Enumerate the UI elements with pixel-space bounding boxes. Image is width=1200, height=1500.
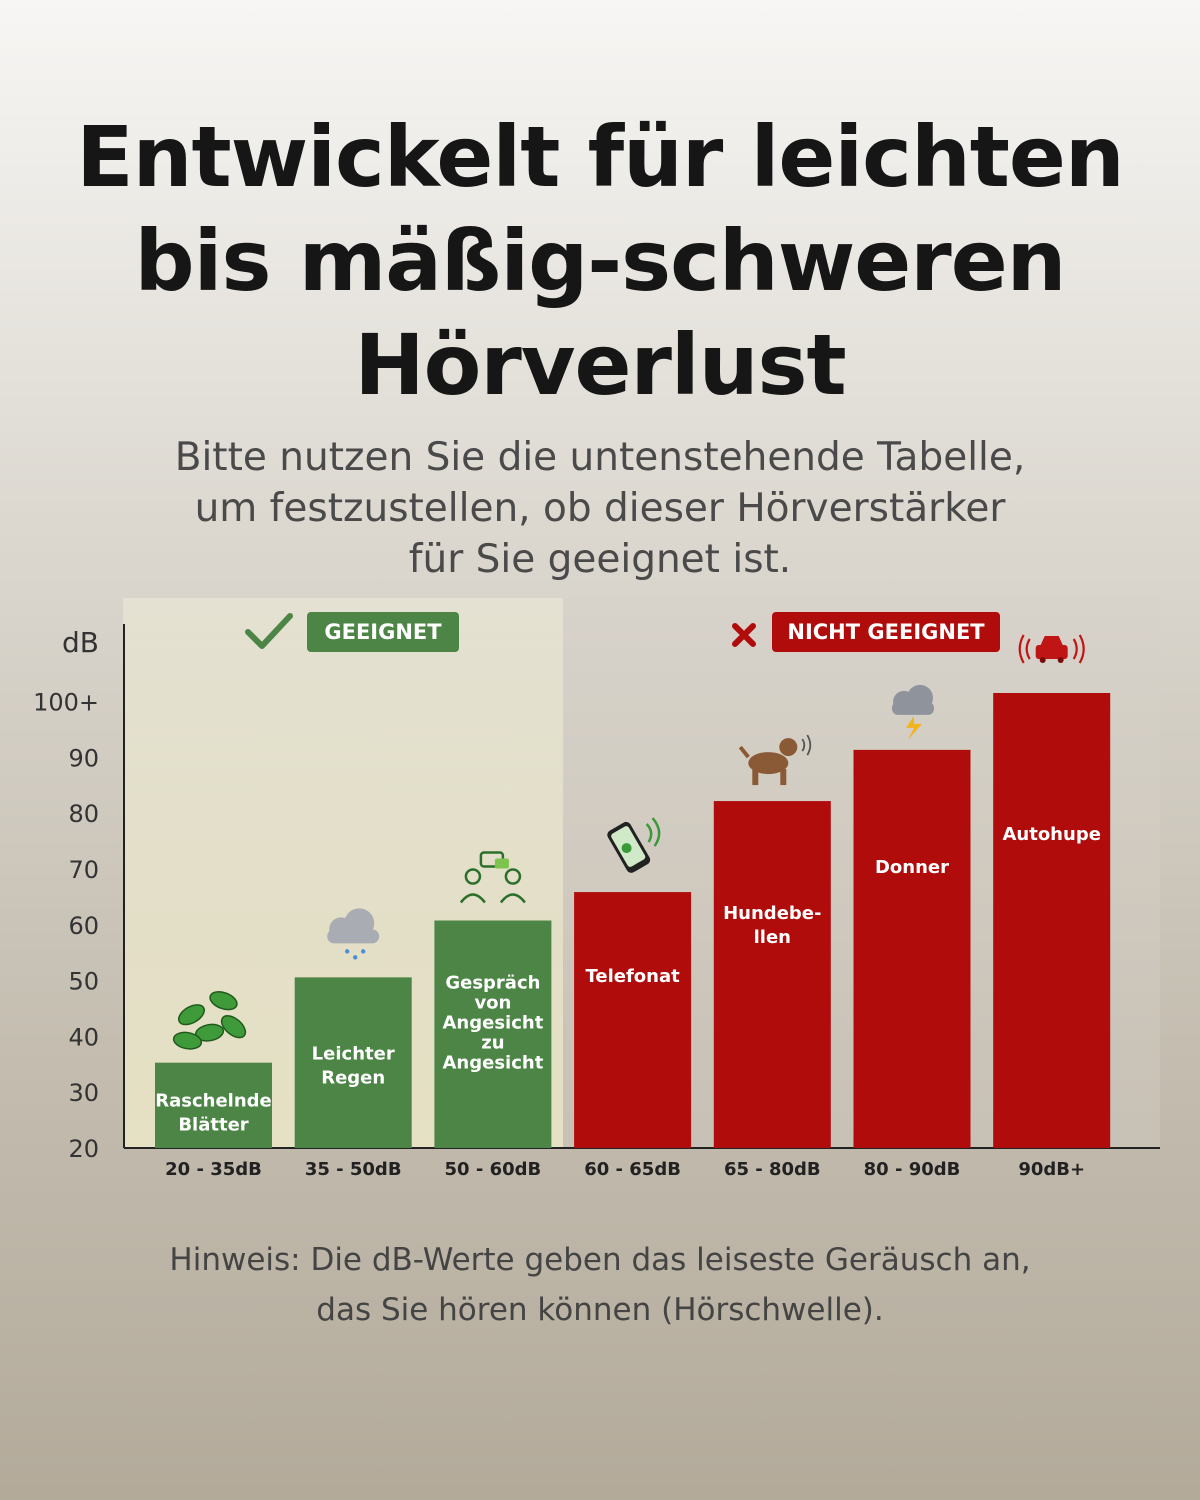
footnote-line-1: Hinweis: Die dB-Werte geben das leiseste… bbox=[169, 1242, 1031, 1278]
bar-1 bbox=[155, 1062, 272, 1148]
car-horn-icon bbox=[1018, 634, 1085, 664]
footnote-line-2: das Sie hören können (Hörschwelle). bbox=[316, 1292, 884, 1328]
bar-6 bbox=[853, 749, 971, 1148]
suitable-badge: GEEIGNET bbox=[307, 612, 459, 652]
bar-label: zu bbox=[481, 1033, 504, 1054]
bar-label: von bbox=[474, 993, 511, 1014]
cross-icon bbox=[732, 623, 756, 647]
y-tick-label: 20 bbox=[68, 1135, 99, 1163]
bar-label: Hundebe- bbox=[723, 903, 821, 924]
subtitle-line-1: Bitte nutzen Sie die untenstehende Tabel… bbox=[174, 435, 1026, 480]
rain-cloud-icon bbox=[327, 908, 380, 960]
x-tick-label: 35 - 50dB bbox=[305, 1159, 402, 1180]
title-line-3: Hörverlust bbox=[354, 316, 846, 414]
y-tick-label: 80 bbox=[68, 800, 99, 828]
subtitle-line-2: um festzustellen, ob dieser Hörverstärke… bbox=[194, 486, 1006, 531]
y-tick-label: 40 bbox=[68, 1023, 99, 1051]
unsuitable-badge: NICHT GEEIGNET bbox=[772, 612, 1000, 652]
x-tick-label: 20 - 35dB bbox=[165, 1159, 262, 1180]
bar-label: Telefonat bbox=[585, 966, 680, 987]
subtitle-line-3: für Sie geeignet ist. bbox=[408, 537, 792, 582]
subtitle: Bitte nutzen Sie die untenstehende Tabel… bbox=[0, 432, 1200, 585]
checkmark-icon bbox=[245, 613, 293, 649]
bar-4 bbox=[574, 892, 692, 1148]
bar-5 bbox=[713, 801, 831, 1148]
footnote: Hinweis: Die dB-Werte geben das leiseste… bbox=[0, 1235, 1200, 1335]
x-tick-label: 50 - 60dB bbox=[445, 1159, 542, 1180]
y-tick-label: 70 bbox=[68, 856, 99, 884]
leaves-icon bbox=[172, 991, 247, 1050]
conversation-icon bbox=[459, 851, 526, 904]
phone-call-icon bbox=[607, 817, 661, 873]
bar-3 bbox=[434, 920, 552, 1148]
bar-label: Regen bbox=[321, 1067, 385, 1088]
page-title: Entwickelt für leichten bis mäßig-schwer… bbox=[0, 105, 1200, 417]
x-tick-label: 90dB+ bbox=[1018, 1159, 1085, 1180]
x-tick-label: 80 - 90dB bbox=[864, 1159, 961, 1180]
bar-label: Leichter bbox=[312, 1043, 395, 1064]
y-tick-label: 90 bbox=[68, 744, 99, 772]
y-tick-label: 30 bbox=[68, 1079, 99, 1107]
bar-label: Donner bbox=[875, 857, 949, 878]
bar-label: Angesicht bbox=[442, 1013, 543, 1034]
x-tick-label: 60 - 65dB bbox=[584, 1159, 681, 1180]
bar-label: Autohupe bbox=[1002, 824, 1100, 845]
x-tick-label: 65 - 80dB bbox=[724, 1159, 821, 1180]
thunderstorm-icon bbox=[892, 684, 934, 740]
y-tick-label: 100+ bbox=[33, 689, 99, 717]
barking-dog-icon bbox=[738, 734, 812, 786]
bar-label: Angesicht bbox=[442, 1053, 543, 1074]
bar-2 bbox=[294, 977, 412, 1148]
y-axis-label: dB bbox=[62, 626, 99, 659]
bar-label: llen bbox=[754, 927, 791, 948]
title-line-1: Entwickelt für leichten bbox=[76, 108, 1124, 206]
title-line-2: bis mäßig-schweren bbox=[134, 212, 1067, 310]
y-tick-label: 60 bbox=[68, 912, 99, 940]
bar-label: Blätter bbox=[178, 1115, 248, 1136]
bar-label: Gespräch bbox=[445, 973, 540, 994]
bar-label: Raschelnde bbox=[155, 1091, 272, 1112]
bar-7 bbox=[993, 693, 1111, 1148]
y-tick-label: 50 bbox=[68, 968, 99, 996]
